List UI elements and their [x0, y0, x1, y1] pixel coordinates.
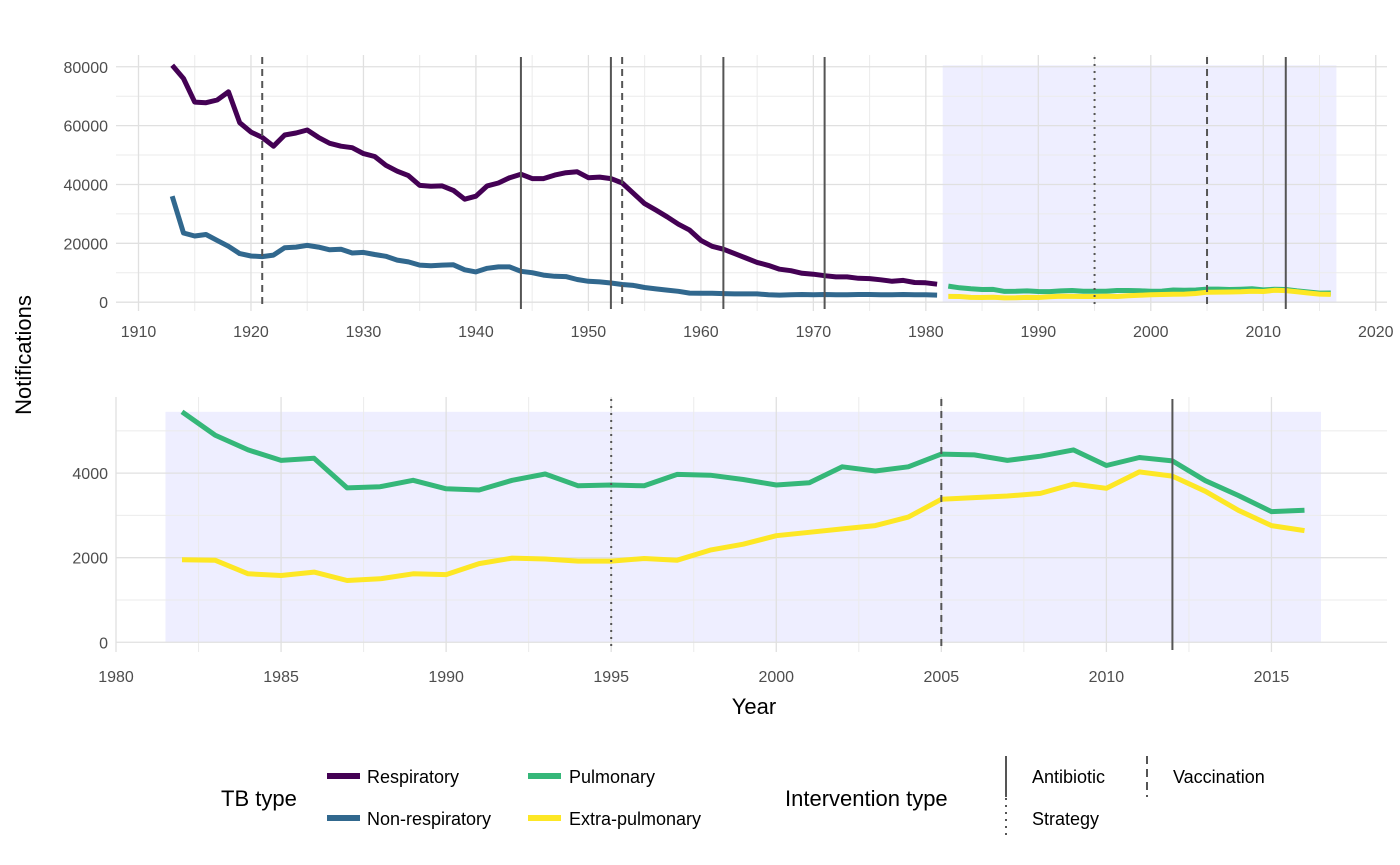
legend-label-antibiotic: Antibiotic — [1032, 767, 1105, 787]
y-tick-label: 60000 — [64, 119, 109, 136]
y-tick-label: 2000 — [72, 551, 108, 568]
legend-title-intervention-type: Intervention type — [785, 786, 948, 811]
y-tick-label: 20000 — [64, 236, 109, 253]
legend-label-non-respiratory: Non-respiratory — [367, 809, 491, 829]
x-tick-label: 1985 — [263, 669, 299, 686]
x-tick-label: 1990 — [428, 669, 464, 686]
x-tick-label: 2010 — [1089, 669, 1125, 686]
x-tick-label: 1980 — [908, 324, 944, 341]
series-line-non-respiratory — [169, 195, 938, 298]
x-tick-label: 2010 — [1245, 324, 1281, 341]
y-tick-label: 0 — [99, 295, 108, 312]
legend-title-tb-type: TB type — [221, 786, 297, 811]
x-tick-label: 2015 — [1254, 669, 1290, 686]
x-tick-label: 2005 — [924, 669, 960, 686]
x-tick-label: 1950 — [571, 324, 607, 341]
x-tick-label: 1990 — [1021, 324, 1057, 341]
x-tick-label: 1995 — [593, 669, 629, 686]
x-tick-label: 1910 — [121, 324, 157, 341]
legend-label-pulmonary: Pulmonary — [569, 767, 655, 787]
y-tick-label: 40000 — [64, 177, 109, 194]
y-axis-title: Notifications — [11, 295, 36, 415]
x-tick-label: 1960 — [683, 324, 719, 341]
x-tick-label: 2000 — [758, 669, 794, 686]
y-tick-label: 0 — [99, 635, 108, 652]
x-tick-label: 2020 — [1358, 324, 1394, 341]
legend-label-strategy: Strategy — [1032, 809, 1099, 829]
x-tick-label: 1930 — [346, 324, 382, 341]
x-axis-title: Year — [732, 694, 776, 719]
legend: TB type Respiratory Pulmonary Non-respir… — [221, 756, 1265, 839]
x-tick-label: 1970 — [796, 324, 832, 341]
x-tick-label: 1920 — [233, 324, 269, 341]
legend-label-vaccination: Vaccination — [1173, 767, 1265, 787]
series-line-extra-pulmonary — [181, 469, 1305, 583]
legend-label-respiratory: Respiratory — [367, 767, 459, 787]
series-line-extra-pulmonary — [948, 287, 1331, 301]
top-panel: 1910 1920 1930 1940 1950 1960 1970 1980 1990 2000… — [64, 55, 1394, 341]
x-tick-label: 1940 — [458, 324, 494, 341]
series-line-pulmonary — [180, 409, 1305, 515]
x-tick-label: 1980 — [98, 669, 134, 686]
shaded-period — [942, 65, 1337, 303]
series-line-respiratory — [170, 63, 938, 287]
y-tick-label: 4000 — [72, 466, 108, 483]
legend-label-extra-pulmonary: Extra-pulmonary — [569, 809, 701, 829]
shaded-period — [165, 411, 1321, 643]
x-tick-label: 2000 — [1133, 324, 1169, 341]
y-tick-label: 80000 — [64, 60, 109, 77]
bottom-panel: 1980 1985 1990 1995 2000 2005 2010 2015 0 2000 400… — [72, 397, 1387, 686]
